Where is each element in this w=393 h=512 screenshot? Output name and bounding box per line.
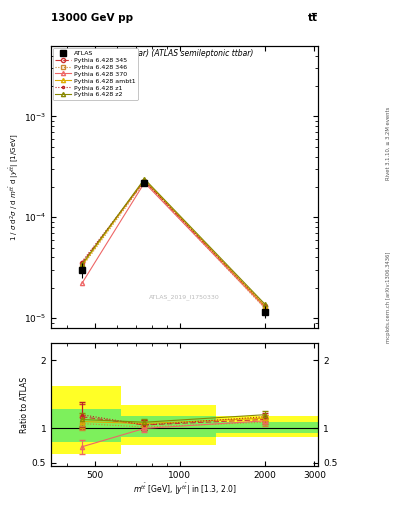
Y-axis label: Ratio to ATLAS: Ratio to ATLAS xyxy=(20,376,29,433)
Text: 13000 GeV pp: 13000 GeV pp xyxy=(51,13,133,23)
X-axis label: $m^{t\bar{t}}$ [GeV], $|y^{t\bar{t}}|$ in [1.3, 2.0]: $m^{t\bar{t}}$ [GeV], $|y^{t\bar{t}}|$ i… xyxy=(133,481,237,497)
Text: Rivet 3.1.10, ≥ 3.2M events: Rivet 3.1.10, ≥ 3.2M events xyxy=(386,106,391,180)
Text: mcplots.cern.ch [arXiv:1306.3436]: mcplots.cern.ch [arXiv:1306.3436] xyxy=(386,251,391,343)
Text: ATLAS_2019_I1750330: ATLAS_2019_I1750330 xyxy=(149,294,220,300)
Legend: ATLAS, Pythia 6.428 345, Pythia 6.428 346, Pythia 6.428 370, Pythia 6.428 ambt1,: ATLAS, Pythia 6.428 345, Pythia 6.428 34… xyxy=(53,48,138,100)
Text: m(ttbar) (ATLAS semileptonic ttbar): m(ttbar) (ATLAS semileptonic ttbar) xyxy=(116,49,253,58)
Y-axis label: 1 / $\sigma$ d$^2$$\sigma$ / d $m^{t\bar{t}}$ d $|y^{t\bar{t}}|$ [1/GeV]: 1 / $\sigma$ d$^2$$\sigma$ / d $m^{t\bar… xyxy=(8,133,22,241)
Text: tt̅: tt̅ xyxy=(309,13,318,23)
